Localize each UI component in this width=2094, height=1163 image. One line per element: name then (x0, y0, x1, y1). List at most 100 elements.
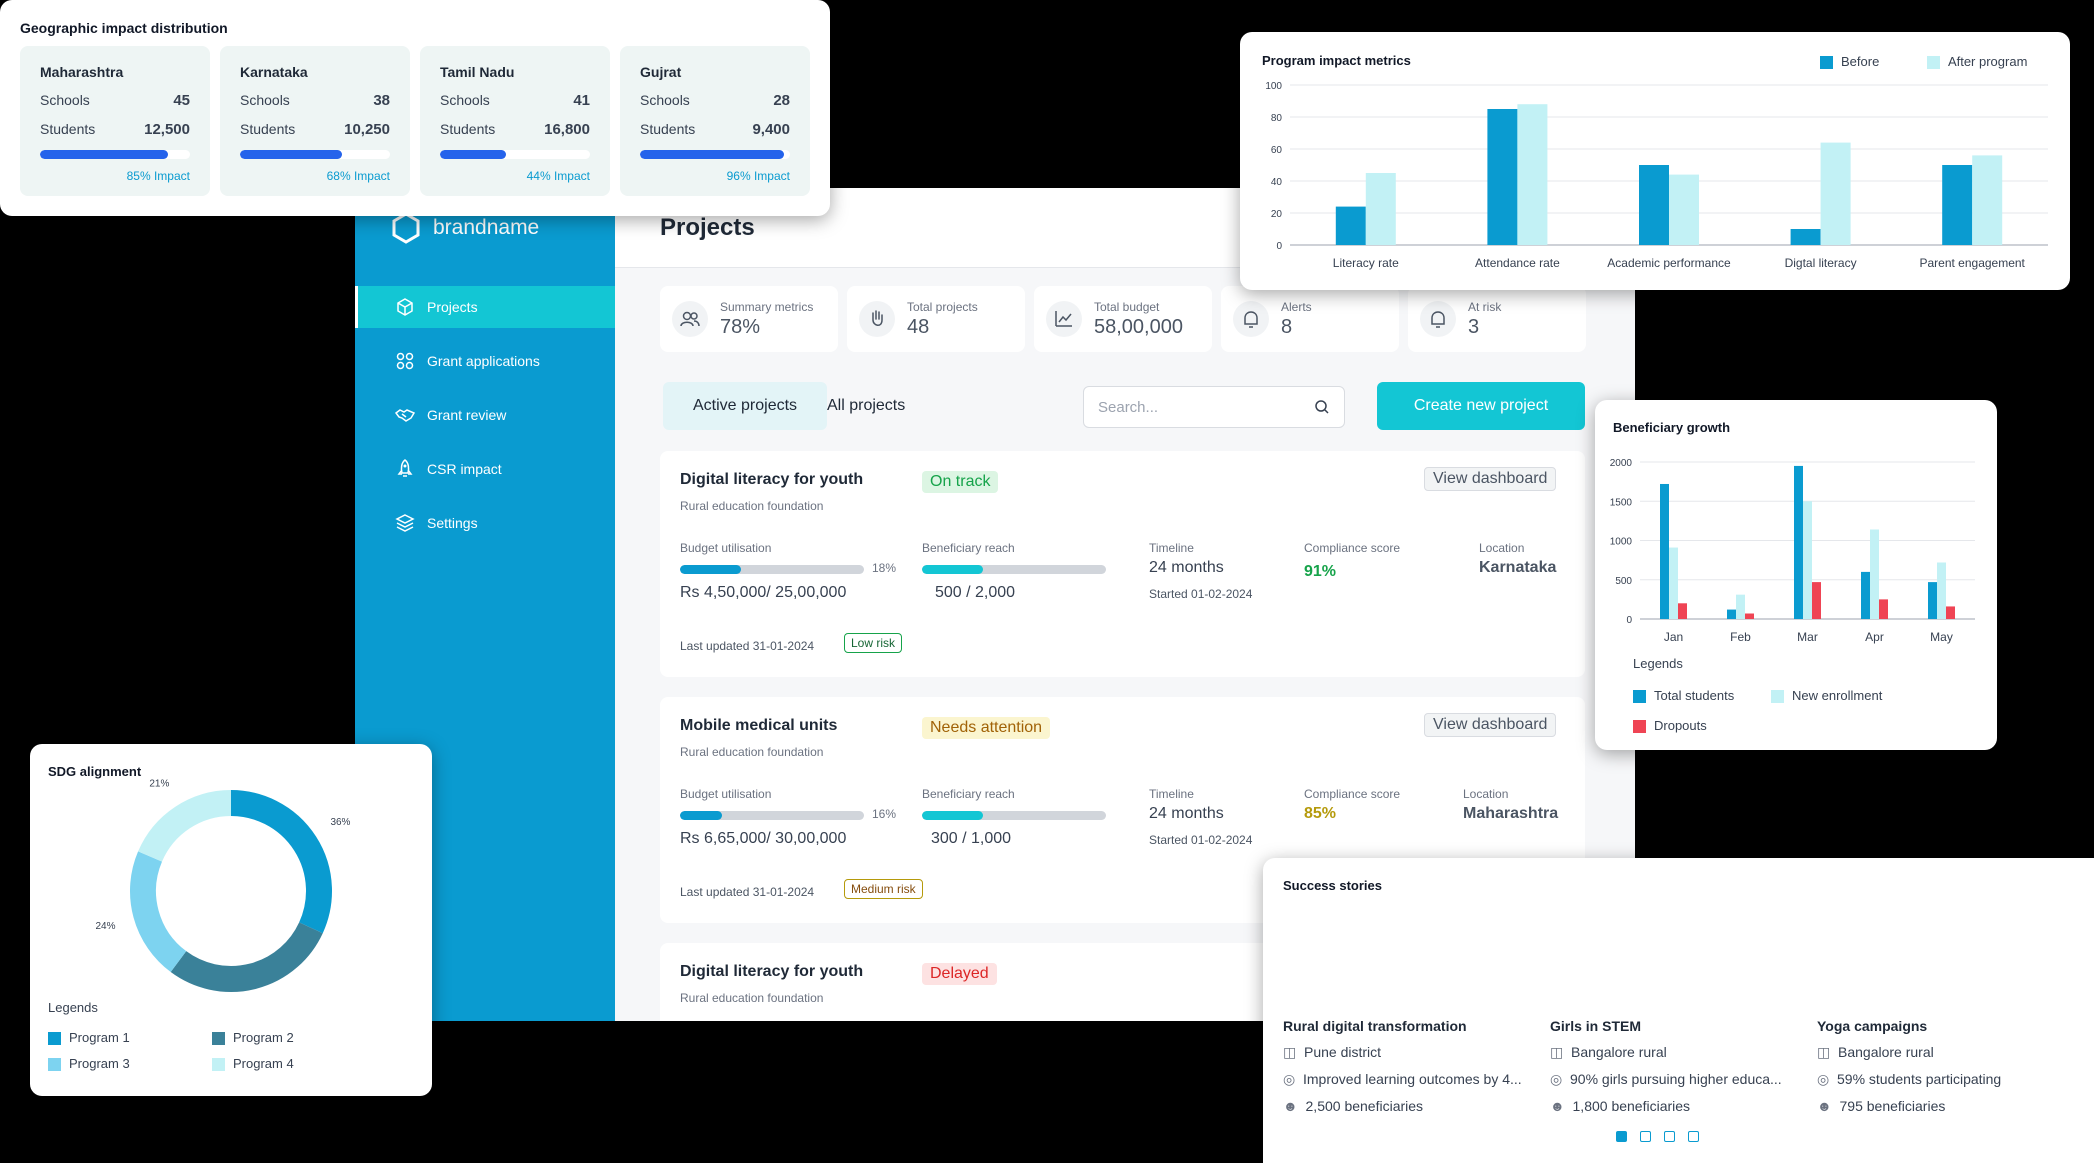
sidebar-item-settings[interactable]: Settings (355, 502, 615, 544)
y-tick-label: 0 (1626, 615, 1632, 626)
create-new-project-button[interactable]: Create new project (1377, 382, 1585, 430)
donut-slice (130, 851, 187, 973)
metric-label: Total projects (907, 299, 978, 314)
story-item[interactable]: Yoga campaigns ◫ Bangalore rural ◎ 59% s… (1817, 1018, 2077, 1114)
users-icon: ☻ (1550, 1098, 1565, 1114)
legend-title: Legends (48, 1000, 98, 1015)
legend-label: Program 1 (69, 1030, 130, 1045)
bar-new-enrollment (1937, 562, 1946, 619)
beneficiaries-text: 1,800 beneficiaries (1572, 1098, 1691, 1114)
x-tick-label: Attendance rate (1475, 256, 1560, 270)
impact-text: 68% Impact (326, 169, 390, 183)
state-name: Karnataka (240, 64, 308, 80)
bar-dropouts (1678, 603, 1687, 619)
donut-slice (170, 921, 323, 992)
location-value: Maharashtra (1463, 805, 1559, 822)
bar-total-students (1727, 609, 1736, 619)
hand-icon (859, 301, 895, 337)
reach-progress-fill (922, 565, 983, 574)
beneficiaries-text: 795 beneficiaries (1839, 1098, 1946, 1114)
students-value: 10,250 (344, 121, 390, 138)
reach-value: 500 / 2,000 (935, 584, 1016, 601)
legend-label: Total students (1654, 688, 1735, 703)
bar-total-students (1928, 582, 1937, 619)
x-tick-label: Academic performance (1607, 256, 1731, 270)
status-badge: Delayed (922, 963, 997, 985)
carousel-dot[interactable] (1664, 1131, 1675, 1142)
students-label: Students (640, 121, 696, 137)
donut-slice (138, 790, 232, 862)
story-outcome: ◎ 90% girls pursuing higher educa... (1550, 1071, 1810, 1088)
target-icon: ◎ (1817, 1071, 1830, 1087)
reach-progress-fill (922, 811, 983, 820)
reach-value: 300 / 1,000 (931, 830, 1012, 847)
sidebar-item-grant-review[interactable]: Grant review (355, 394, 615, 436)
schools-value: 38 (373, 92, 390, 109)
map-icon: ◫ (1817, 1044, 1831, 1060)
bar-new-enrollment (1803, 501, 1812, 619)
carousel-dot[interactable] (1688, 1131, 1699, 1142)
students-value: 12,500 (144, 121, 190, 138)
rocket-icon (397, 459, 413, 477)
x-tick-label: Feb (1730, 630, 1751, 644)
legend-item: Program 4 (212, 1056, 294, 1072)
sidebar-item-projects[interactable]: Projects (355, 286, 615, 328)
metric-card-total-budget: Total budget 58,00,000 (1034, 286, 1212, 352)
bell-icon (1420, 301, 1456, 337)
outcome-text: Improved learning outcomes by 4... (1303, 1071, 1522, 1087)
carousel-dot-active[interactable] (1616, 1131, 1627, 1142)
legend-swatch (48, 1032, 61, 1046)
bar-total-students (1794, 465, 1803, 619)
legend-label: Before (1841, 54, 1880, 69)
story-beneficiaries: ☻ 795 beneficiaries (1817, 1098, 2077, 1114)
tab-all-projects[interactable]: All projects (827, 397, 906, 414)
bar-before (1639, 165, 1669, 245)
location-text: Bangalore rural (1571, 1044, 1667, 1060)
page-title: Projects (660, 214, 755, 241)
project-card: Digital literacy for youth Rural educati… (660, 451, 1585, 677)
schools-value: 28 (773, 92, 790, 109)
metric-label: Total budget (1094, 299, 1160, 314)
legend-item: Program 1 (48, 1030, 130, 1046)
project-title: Mobile medical units (680, 717, 838, 734)
location-text: Bangalore rural (1838, 1044, 1934, 1060)
metric-value: 3 (1468, 315, 1480, 338)
students-label: Students (40, 121, 96, 137)
legend-title: Legends (1633, 656, 1683, 671)
schools-value: 45 (173, 92, 190, 109)
schools-label: Schools (440, 92, 490, 108)
bar-total-students (1861, 571, 1870, 619)
metric-card-total-projects: Total projects 48 (847, 286, 1025, 352)
story-item[interactable]: Girls in STEM ◫ Bangalore rural ◎ 90% gi… (1550, 1018, 1810, 1114)
brand-logo[interactable]: brandname (391, 212, 539, 244)
outcome-text: 90% girls pursuing higher educa... (1570, 1071, 1782, 1087)
view-dashboard-button[interactable]: View dashboard (1424, 467, 1557, 491)
project-org: Rural education foundation (680, 991, 824, 1005)
bar-before (1942, 165, 1973, 245)
search-input[interactable]: Search... (1083, 386, 1345, 428)
y-tick-label: 500 (1615, 576, 1632, 587)
reach-progress-bar (922, 565, 1106, 574)
legend-label: After program (1947, 54, 2028, 69)
metric-value: 78% (720, 315, 761, 338)
outcome-text: 59% students participating (1837, 1071, 2002, 1087)
story-item[interactable]: Rural digital transformation ◫ Pune dist… (1283, 1018, 1543, 1114)
x-tick-label: Apr (1865, 630, 1884, 644)
legend-swatch (1633, 720, 1646, 734)
sidebar-item-csr-impact[interactable]: CSR impact (355, 448, 615, 490)
status-badge: Needs attention (922, 717, 1051, 739)
state-card: Maharashtra Schools 45 Students 12,500 85%… (20, 46, 210, 196)
map-icon: ◫ (1550, 1044, 1564, 1060)
metric-card-at-risk: At risk 3 (1408, 286, 1586, 352)
reach-label: Beneficiary reach (922, 541, 1015, 555)
search-icon[interactable] (1314, 399, 1330, 415)
tab-active-projects[interactable]: Active projects (663, 382, 828, 430)
layers-icon (395, 514, 415, 532)
sidebar-item-grant-applications[interactable]: Grant applications (355, 340, 615, 382)
budget-value: Rs 6,65,000/ 30,00,000 (680, 830, 847, 847)
view-dashboard-button[interactable]: View dashboard (1424, 713, 1557, 737)
brand-name: brandname (433, 216, 540, 239)
story-beneficiaries: ☻ 2,500 beneficiaries (1283, 1098, 1543, 1114)
bar-after-program (1820, 142, 1851, 245)
carousel-dot[interactable] (1640, 1131, 1651, 1142)
